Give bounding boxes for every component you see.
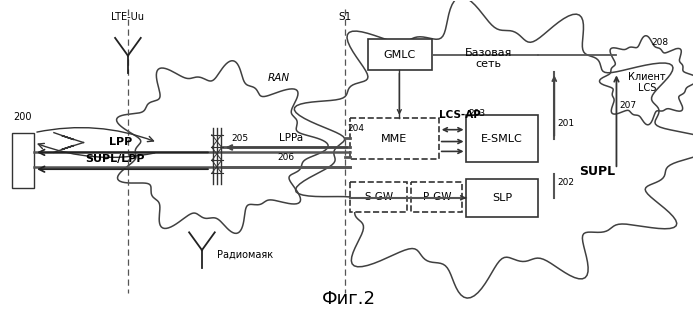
Text: 207: 207 (619, 100, 637, 110)
Text: P-GW: P-GW (422, 192, 451, 202)
Text: 204: 204 (347, 124, 364, 133)
Bar (368, 39, 432, 71)
Text: S-GW: S-GW (364, 192, 393, 202)
Polygon shape (295, 0, 698, 298)
Bar (466, 115, 537, 162)
Text: LPP: LPP (110, 138, 133, 148)
Text: LTE-Uu: LTE-Uu (112, 12, 144, 22)
Text: 202: 202 (557, 178, 574, 187)
Polygon shape (117, 61, 328, 233)
Text: 208: 208 (651, 38, 668, 47)
Bar (350, 182, 407, 212)
Text: Клиент
LCS: Клиент LCS (628, 71, 666, 93)
Text: RAN: RAN (268, 73, 290, 83)
Text: S1: S1 (339, 12, 352, 22)
Text: Радиомаяк: Радиомаяк (217, 250, 273, 260)
Text: Фиг.2: Фиг.2 (322, 290, 376, 309)
Text: MME: MME (381, 134, 408, 144)
Text: LCS-AP: LCS-AP (439, 110, 481, 120)
Polygon shape (600, 36, 698, 125)
Text: SLP: SLP (492, 193, 512, 203)
Text: 205: 205 (232, 134, 248, 143)
Text: 200: 200 (13, 112, 31, 122)
Text: GMLC: GMLC (384, 50, 416, 60)
Text: Базовая
сеть: Базовая сеть (464, 48, 512, 70)
Bar (466, 179, 537, 217)
Text: 203: 203 (468, 109, 486, 118)
Text: 206: 206 (277, 153, 295, 162)
Text: E-SMLC: E-SMLC (481, 134, 523, 144)
Text: SUPL: SUPL (579, 165, 615, 178)
Bar (13, 133, 34, 188)
Text: LPPa: LPPa (279, 133, 303, 143)
Bar (411, 182, 463, 212)
Text: SUPL/LPP: SUPL/LPP (85, 154, 145, 164)
Bar (350, 118, 439, 159)
Text: 201: 201 (557, 119, 574, 128)
